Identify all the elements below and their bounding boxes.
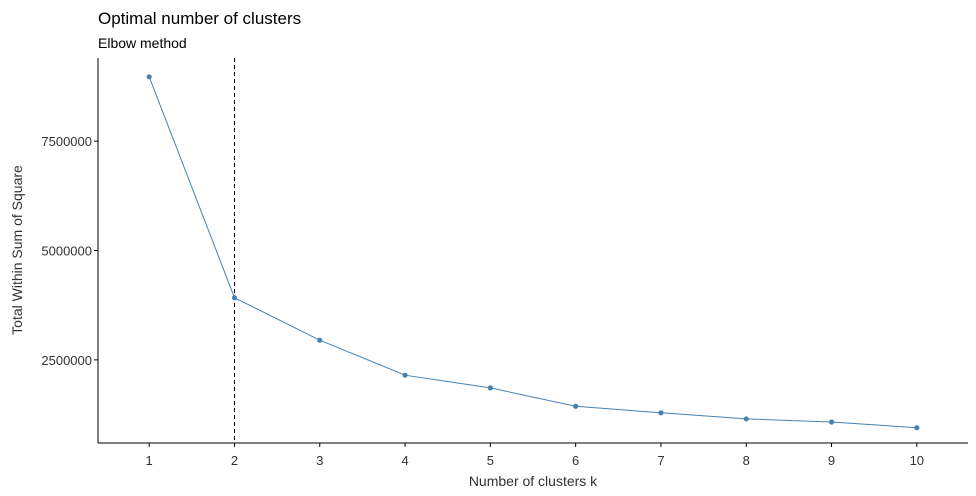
- chart-title: Optimal number of clusters: [98, 9, 301, 28]
- data-point: [146, 74, 152, 80]
- data-point: [914, 425, 920, 431]
- x-tick-label: 1: [146, 453, 153, 468]
- data-point: [658, 410, 664, 416]
- series-line: [148, 76, 917, 429]
- data-point: [573, 403, 579, 409]
- chart-subtitle: Elbow method: [98, 35, 187, 51]
- x-tick-label: 2: [231, 453, 238, 468]
- y-axis-label: Total Within Sum of Square: [9, 165, 25, 335]
- x-tick-label: 6: [572, 453, 579, 468]
- data-point: [317, 337, 323, 343]
- x-axis-label: Number of clusters k: [469, 473, 598, 489]
- y-tick-label: 5000000: [41, 244, 92, 259]
- data-point: [487, 385, 493, 391]
- data-point: [828, 419, 835, 425]
- data-point: [402, 372, 408, 378]
- plot-area: [146, 58, 920, 443]
- x-axis-ticks: 1 2 3 4 5 6 7 8 9 10: [146, 443, 924, 468]
- x-tick-label: 10: [910, 453, 924, 468]
- data-point: [743, 416, 749, 422]
- x-tick-label: 4: [401, 453, 408, 468]
- data-point: [231, 295, 238, 301]
- x-tick-label: 7: [657, 453, 664, 468]
- x-tick-label: 8: [743, 453, 750, 468]
- y-tick-label: 7500000: [41, 134, 92, 149]
- y-axis-ticks: 2500000 5000000 7500000: [41, 134, 98, 368]
- x-tick-label: 5: [487, 453, 494, 468]
- x-tick-label: 9: [828, 453, 835, 468]
- x-tick-label: 3: [316, 453, 323, 468]
- y-tick-label: 2500000: [41, 353, 92, 368]
